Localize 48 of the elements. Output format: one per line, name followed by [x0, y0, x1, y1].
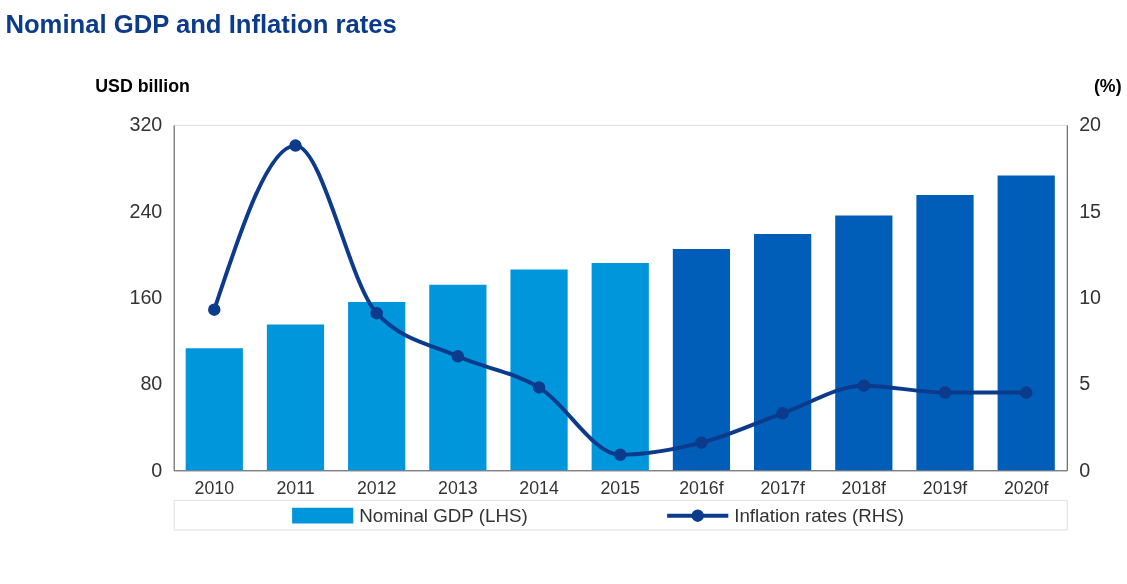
x-tick-label: 2010 [194, 478, 235, 499]
y2-tick-label: 15 [1079, 199, 1102, 222]
bar [266, 324, 325, 471]
bar [348, 301, 406, 471]
y2-tick-label: 20 [1079, 113, 1102, 136]
bar [835, 215, 893, 471]
point [695, 436, 708, 449]
y-tick-label: 160 [129, 286, 163, 309]
x-tick-label: 2011 [276, 478, 315, 499]
bar [754, 233, 812, 471]
point [532, 381, 546, 394]
x-tick-label: 2013 [438, 478, 478, 499]
bar [997, 175, 1055, 471]
x-tick-label: 2014 [519, 478, 559, 499]
bar [591, 263, 649, 471]
x-tick-label: 2019f [922, 478, 968, 499]
point [208, 303, 221, 316]
legend-label: Inflation rates (RHS) [734, 504, 905, 526]
point [776, 407, 789, 420]
y-tick-label: 320 [129, 113, 163, 136]
y-tick-label: 240 [129, 199, 163, 222]
point [857, 379, 871, 392]
y2-tick-label: 0 [1079, 458, 1091, 481]
bar [672, 249, 731, 471]
y2-tick-label: 10 [1079, 286, 1102, 309]
point [1019, 386, 1033, 399]
bar [510, 269, 568, 471]
y-tick-label: 80 [140, 372, 163, 395]
x-tick-label: 2016f [679, 478, 724, 499]
point [289, 139, 302, 152]
x-tick-label: 2015 [600, 478, 641, 499]
y2-tick-label: 5 [1079, 372, 1091, 395]
point [938, 386, 952, 399]
point [614, 448, 627, 461]
point [451, 350, 465, 363]
x-tick-label: 2017f [760, 478, 805, 499]
legend-label: Nominal GDP (LHS) [359, 504, 528, 526]
point [370, 306, 383, 320]
y-axis-title: USD billion [95, 75, 190, 96]
bar [429, 284, 487, 471]
x-tick-label: 2012 [356, 478, 397, 499]
bar [185, 348, 243, 471]
bar [916, 195, 974, 471]
x-tick-label: 2018f [841, 478, 887, 499]
x-tick-label: 2020f [1003, 478, 1049, 499]
y2-axis-title: (%) [1093, 75, 1122, 96]
chart-title: Nominal GDP and Inflation rates [5, 9, 397, 38]
y-tick-label: 0 [151, 458, 163, 481]
